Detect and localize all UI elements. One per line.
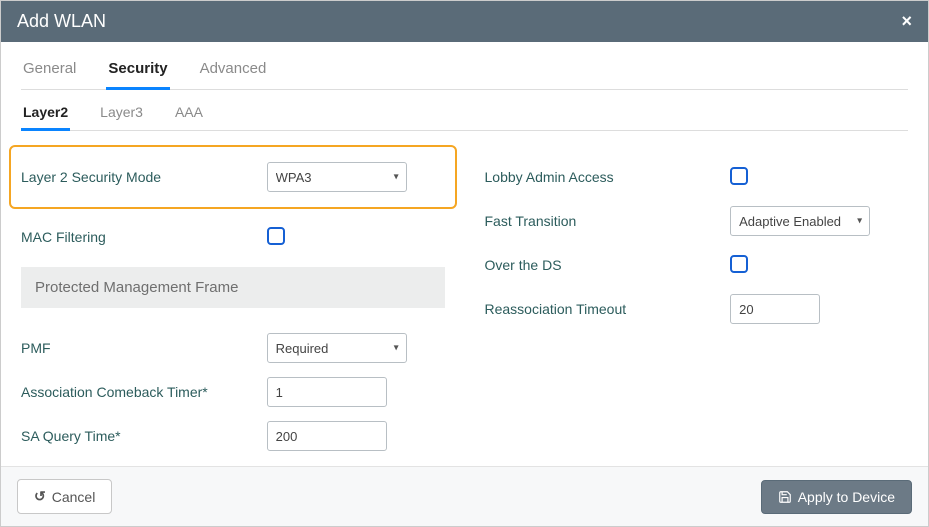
pmf-row: PMF Required <box>21 326 445 370</box>
modal-footer: Cancel Apply to Device <box>1 466 928 526</box>
apply-button-label: Apply to Device <box>798 489 895 505</box>
subtab-layer2[interactable]: Layer2 <box>21 98 70 131</box>
subtab-aaa[interactable]: AAA <box>173 98 205 131</box>
assoc-comeback-row: Association Comeback Timer* <box>21 370 445 414</box>
apply-button[interactable]: Apply to Device <box>761 480 912 514</box>
modal-header: Add WLAN × <box>1 1 928 42</box>
lobby-admin-label: Lobby Admin Access <box>485 169 731 185</box>
pmf-label: PMF <box>21 340 267 356</box>
reassoc-timeout-input[interactable] <box>730 294 820 324</box>
security-mode-label: Layer 2 Security Mode <box>21 169 267 185</box>
tab-general[interactable]: General <box>21 54 78 90</box>
mac-filtering-checkbox[interactable] <box>267 227 285 245</box>
pmf-select[interactable]: Required <box>267 333 407 363</box>
sa-query-row: SA Query Time* <box>21 414 445 458</box>
sa-query-input[interactable] <box>267 421 387 451</box>
fast-transition-label: Fast Transition <box>485 213 731 229</box>
fast-transition-select[interactable]: Adaptive Enabled <box>730 206 870 236</box>
modal-body: General Security Advanced Layer2 Layer3 … <box>1 42 928 466</box>
over-ds-row: Over the DS <box>485 243 909 287</box>
revert-icon <box>34 488 46 505</box>
right-column: Lobby Admin Access Fast Transition Adapt… <box>485 155 909 458</box>
cancel-button-label: Cancel <box>52 489 96 505</box>
subtab-layer3[interactable]: Layer3 <box>98 98 145 131</box>
cancel-button[interactable]: Cancel <box>17 479 112 514</box>
reassoc-timeout-label: Reassociation Timeout <box>485 301 731 317</box>
reassoc-timeout-row: Reassociation Timeout <box>485 287 909 331</box>
security-subtabs: Layer2 Layer3 AAA <box>21 98 908 131</box>
tab-advanced[interactable]: Advanced <box>198 54 269 90</box>
over-ds-checkbox[interactable] <box>730 255 748 273</box>
modal-title: Add WLAN <box>17 11 106 32</box>
save-icon <box>778 490 792 504</box>
sa-query-label: SA Query Time* <box>21 428 267 444</box>
lobby-admin-row: Lobby Admin Access <box>485 155 909 199</box>
security-mode-select[interactable]: WPA3 <box>267 162 407 192</box>
fast-transition-row: Fast Transition Adaptive Enabled <box>485 199 909 243</box>
lobby-admin-checkbox[interactable] <box>730 167 748 185</box>
form-area: Layer 2 Security Mode WPA3 MAC Filtering <box>21 155 908 458</box>
assoc-comeback-input[interactable] <box>267 377 387 407</box>
assoc-comeback-label: Association Comeback Timer* <box>21 384 267 400</box>
over-ds-label: Over the DS <box>485 257 731 273</box>
pmf-section-header: Protected Management Frame <box>21 267 445 308</box>
close-icon[interactable]: × <box>901 11 912 32</box>
mac-filtering-label: MAC Filtering <box>21 229 267 245</box>
tab-security[interactable]: Security <box>106 54 169 90</box>
left-column: Layer 2 Security Mode WPA3 MAC Filtering <box>21 155 445 458</box>
main-tabs: General Security Advanced <box>21 54 908 90</box>
security-mode-highlight: Layer 2 Security Mode WPA3 <box>9 145 457 209</box>
mac-filtering-row: MAC Filtering <box>21 215 445 259</box>
add-wlan-modal: Add WLAN × General Security Advanced Lay… <box>0 0 929 527</box>
security-mode-row: Layer 2 Security Mode WPA3 <box>21 155 445 199</box>
